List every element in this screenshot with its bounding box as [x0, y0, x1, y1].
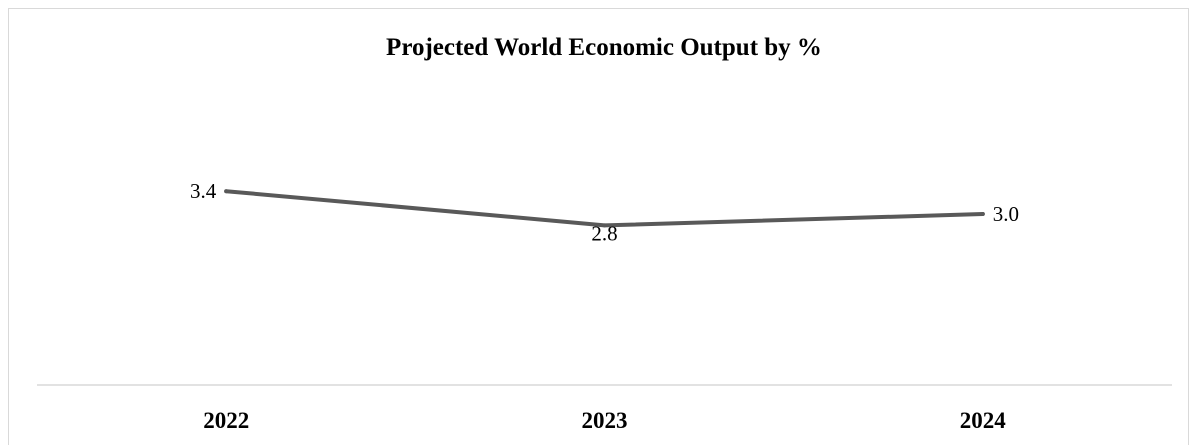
x-tick-label-2022: 2022: [203, 408, 249, 433]
data-label-2024: 3.0: [993, 202, 1019, 226]
data-point-2022: [224, 189, 229, 194]
x-tick-label-2023: 2023: [582, 408, 628, 433]
x-tick-label-2024: 2024: [960, 408, 1007, 433]
series-layer: [224, 189, 985, 228]
data-point-2023: [602, 223, 607, 228]
series-line: [224, 189, 985, 228]
x-tick-labels: 2022 2023 2024: [203, 408, 1006, 433]
data-label-2022: 3.4: [190, 179, 217, 203]
data-label-2023: 2.8: [591, 221, 617, 245]
data-labels: 3.4 2.8 3.0: [190, 179, 1019, 245]
data-point-2024: [980, 212, 985, 216]
chart-title: Projected World Economic Output by %: [386, 34, 822, 61]
